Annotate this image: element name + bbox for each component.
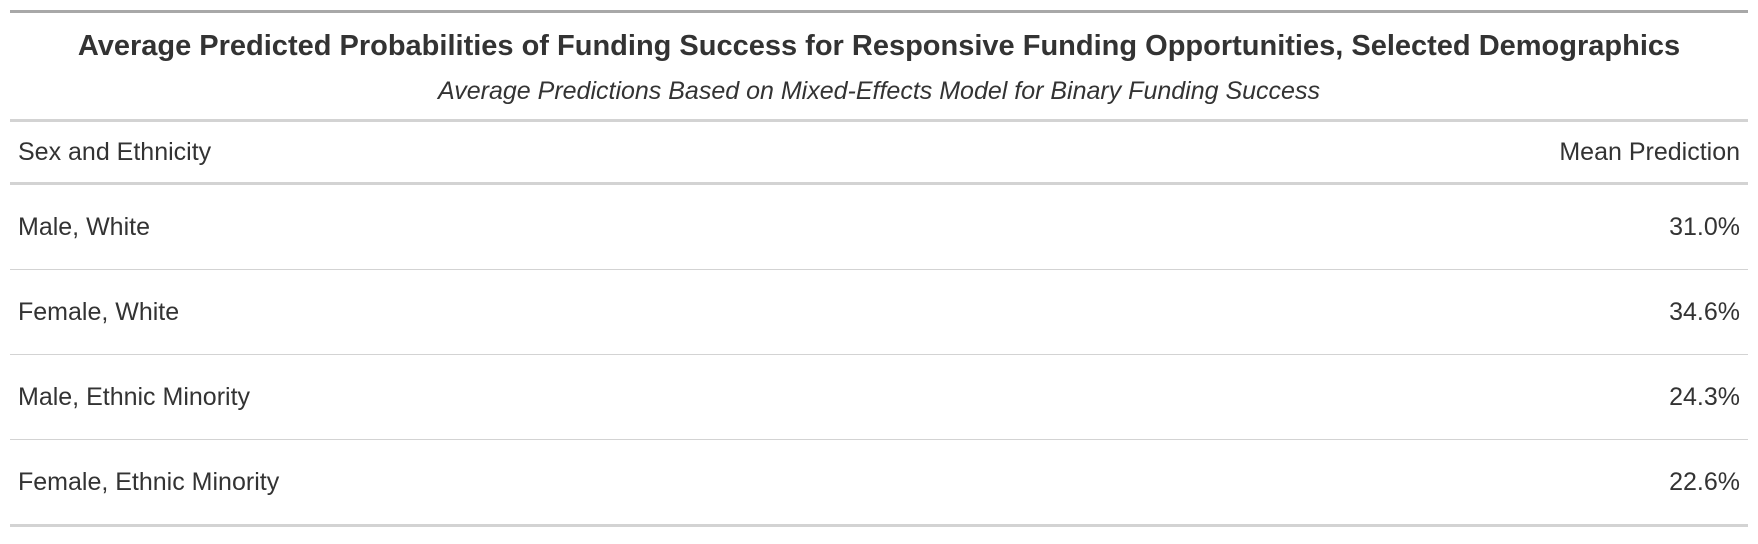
table-row: Female, White 34.6% xyxy=(10,270,1748,355)
table-row: Female, Ethnic Minority 22.6% xyxy=(10,440,1748,527)
cell-mean-prediction: 31.0% xyxy=(1669,212,1740,241)
table-row: Male, White 31.0% xyxy=(10,185,1748,270)
table-title: Average Predicted Probabilities of Fundi… xyxy=(77,30,1681,62)
cell-group: Female, Ethnic Minority xyxy=(18,467,280,496)
cell-group: Male, White xyxy=(18,212,150,241)
column-header-mean-prediction: Mean Prediction xyxy=(1559,137,1740,166)
cell-group: Male, Ethnic Minority xyxy=(18,382,251,411)
table-row: Male, Ethnic Minority 24.3% xyxy=(10,355,1748,440)
cell-mean-prediction: 22.6% xyxy=(1669,467,1740,496)
cell-mean-prediction: 24.3% xyxy=(1669,382,1740,411)
cell-mean-prediction: 34.6% xyxy=(1669,297,1740,326)
predictions-table: Average Predicted Probabilities of Fundi… xyxy=(10,10,1748,527)
column-header-row: Sex and Ethnicity Mean Prediction xyxy=(10,122,1748,185)
table-top-rule xyxy=(10,10,1748,13)
header-rule xyxy=(10,119,1748,122)
cell-group: Female, White xyxy=(18,297,180,326)
table-subtitle: Average Predictions Based on Mixed-Effec… xyxy=(438,77,1320,105)
column-header-group: Sex and Ethnicity xyxy=(18,137,212,166)
